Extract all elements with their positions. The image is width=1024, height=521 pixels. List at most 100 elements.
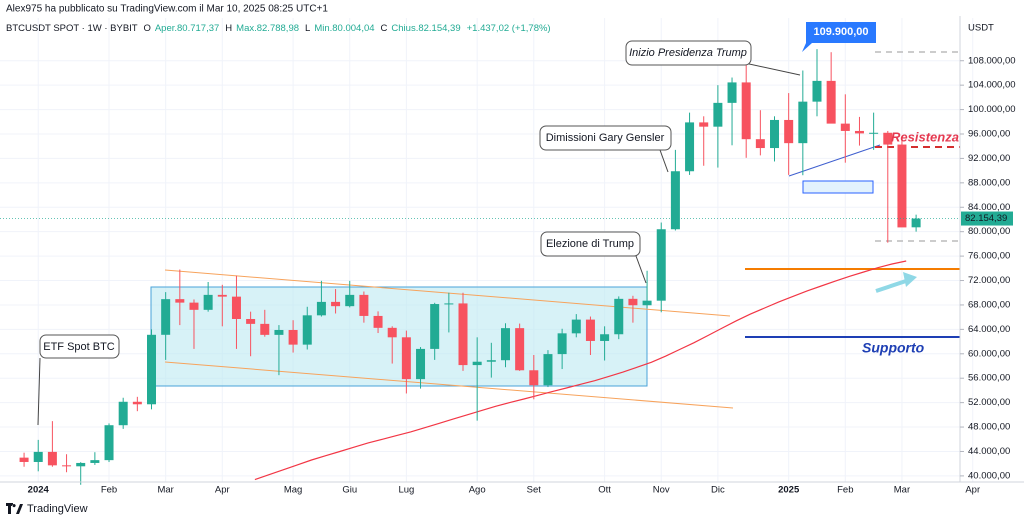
ohlc-change: +1.437,02 (+1,78%): [467, 23, 551, 34]
candle-body: [840, 123, 850, 131]
y-tick-label: 44.000,00: [968, 446, 1010, 457]
annotation: Inizio Presidenza Trump: [629, 47, 747, 59]
candle-body: [246, 318, 256, 324]
x-tick-label: Mag: [284, 485, 302, 496]
logo: [6, 503, 23, 514]
candle-body: [557, 333, 567, 355]
ohlc-key: C: [381, 23, 388, 34]
candle-body: [345, 294, 355, 307]
callout-line: [659, 149, 669, 173]
x-tick-label: Nov: [653, 485, 670, 496]
x-tick-label: Apr: [965, 485, 980, 496]
ohlc-value: Aper.80.717,37: [155, 23, 219, 34]
candle-body: [19, 457, 29, 462]
candle-body: [458, 303, 468, 366]
candle-body: [387, 327, 397, 338]
candle-body: [472, 361, 482, 366]
candle-body: [444, 303, 454, 305]
candle-body: [529, 370, 539, 386]
candle-body: [33, 451, 43, 462]
marks: [0, 49, 960, 485]
annotation: Dimissioni Gary Gensler: [546, 132, 665, 144]
candle-body: [147, 334, 157, 405]
axis-unit: USDT: [968, 23, 994, 34]
candle-body: [217, 294, 227, 297]
candle-body: [571, 319, 581, 334]
high-label-box: [802, 22, 876, 52]
callout-line: [739, 61, 801, 76]
candle-body: [189, 302, 199, 310]
x-tick-label: 2024: [28, 485, 50, 496]
support-label: Supporto: [862, 340, 925, 356]
y-tick-label: 48.000,00: [968, 422, 1010, 433]
footer: TradingView: [27, 503, 88, 515]
callout: [39, 334, 120, 359]
y-tick-label: 84.000,00: [968, 202, 1010, 213]
ohlc-key: L: [305, 23, 310, 34]
y-tick-label: 60.000,00: [968, 348, 1010, 359]
x-tick-label: Ott: [598, 485, 611, 496]
candle-body: [642, 300, 652, 306]
candle-body: [62, 465, 72, 467]
y-tick-label: 80.000,00: [968, 226, 1010, 237]
candle-body: [359, 294, 369, 316]
x-tick-label: Lug: [398, 485, 414, 496]
candle-body: [911, 218, 921, 228]
candle-body: [543, 354, 553, 386]
candle-body: [430, 304, 440, 349]
candle-body: [260, 323, 270, 335]
ohlc-value: Min.80.004,04: [314, 23, 374, 34]
moving-average: [254, 260, 907, 481]
candle-body: [132, 401, 142, 405]
x-tick-label: Feb: [837, 485, 853, 496]
annotation: Elezione di Trump: [546, 238, 634, 250]
last-price-box: [961, 211, 1013, 226]
candle-body: [741, 82, 751, 140]
candle-body: [175, 299, 185, 303]
candle-body: [76, 462, 86, 467]
x-tick-label: Ago: [469, 485, 486, 496]
candle-body: [869, 132, 879, 134]
y-tick-label: 96.000,00: [968, 129, 1010, 140]
symbol: BTCUSDT SPOT · 1W · BYBIT O Aper.80.717,37…: [6, 23, 551, 34]
y-tick-label: 92.000,00: [968, 153, 1010, 164]
callout: [625, 40, 752, 66]
y-tick-label: 68.000,00: [968, 299, 1010, 310]
callout-line: [635, 255, 647, 284]
candle-body: [118, 401, 128, 426]
candle-body: [401, 337, 411, 380]
candle-body: [628, 298, 638, 306]
candle-body: [486, 360, 496, 362]
candle-body: [47, 451, 57, 466]
y-tick-label: 64.000,00: [968, 324, 1010, 335]
y-tick-label: 108.000,00: [968, 55, 1016, 66]
y-tick-label: 72.000,00: [968, 275, 1010, 286]
x-tick-label: Feb: [101, 485, 117, 496]
candle-body: [416, 348, 426, 380]
candle-body: [826, 80, 836, 124]
candle-body: [812, 80, 822, 102]
ohlc-value: Chius.82.154,39: [391, 23, 460, 34]
candle-body: [161, 299, 171, 335]
candle-body: [798, 101, 808, 144]
candle-body: [203, 294, 213, 310]
y-tick-label: 88.000,00: [968, 177, 1010, 188]
y-tick-label: 56.000,00: [968, 373, 1010, 384]
candle-body: [373, 315, 383, 328]
candle-body: [585, 319, 595, 341]
candle-body: [670, 171, 680, 230]
ohlc-value: Max.82.788,98: [236, 23, 299, 34]
candle-body: [500, 328, 510, 361]
candle-body: [600, 334, 610, 341]
y-tick-label: 76.000,00: [968, 251, 1010, 262]
x-tick-label: 2025: [778, 485, 800, 496]
candle-body: [515, 328, 525, 371]
publisher: Alex975 ha pubblicato su TradingView.com…: [6, 4, 328, 15]
last-price-label: 82.154,39: [965, 213, 1007, 224]
candle-body: [699, 122, 709, 127]
axes: 40.000,00 44.000,00 48.000,00 52.000,00 56.0…: [28, 55, 1016, 495]
candle-body: [656, 229, 666, 301]
x-tick-label: Apr: [215, 485, 230, 496]
callout: [540, 231, 641, 257]
candle-body: [727, 82, 737, 103]
